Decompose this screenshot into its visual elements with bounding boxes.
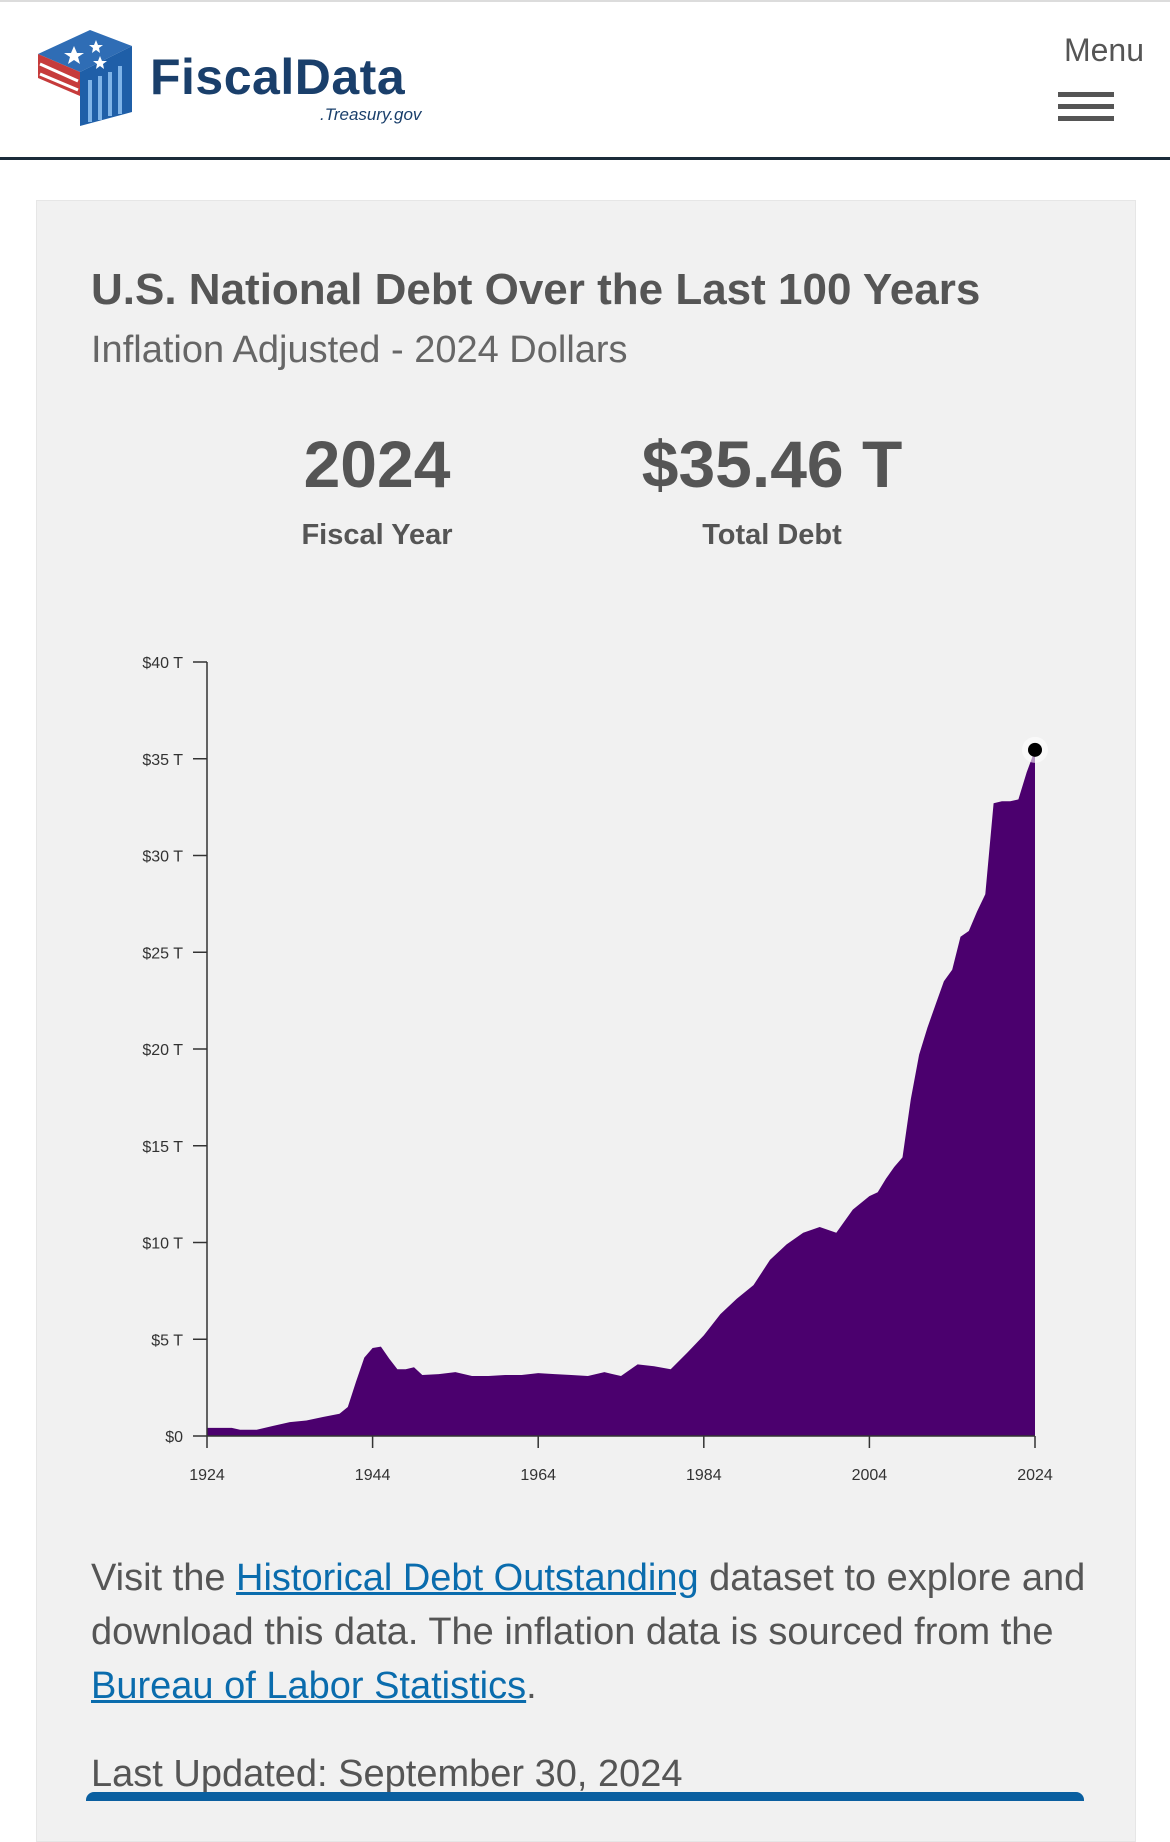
x-tick-label: 2024: [1017, 1467, 1053, 1484]
x-tick-label: 1984: [686, 1467, 722, 1484]
chart-subtitle: Inflation Adjusted - 2024 Dollars: [91, 329, 628, 371]
x-tick-label: 1944: [355, 1467, 391, 1484]
last-updated: Last Updated: September 30, 2024: [91, 1753, 683, 1795]
historical-debt-outstanding-link[interactable]: Historical Debt Outstanding: [236, 1557, 699, 1599]
x-tick-label: 1924: [189, 1467, 225, 1484]
y-tick-label: $30 T: [142, 849, 183, 866]
total-debt-label: Total Debt: [702, 519, 842, 551]
y-tick-label: $10 T: [142, 1236, 183, 1253]
menu-label: Menu: [1063, 32, 1144, 68]
fiscal-year-value: 2024: [303, 427, 451, 501]
y-tick-label: $0: [165, 1429, 183, 1446]
y-tick-label: $15 T: [142, 1139, 183, 1156]
fiscaldata-logo-icon[interactable]: [34, 26, 144, 136]
y-tick-label: $25 T: [142, 945, 183, 962]
bottom-banner-edge: [86, 1792, 1084, 1801]
menu-button[interactable]: Menu: [1030, 30, 1150, 135]
x-tick-label: 1964: [520, 1467, 556, 1484]
brand-domain: .Treasury.gov: [320, 105, 422, 124]
fiscal-year-stat: 2024 Fiscal Year: [267, 431, 487, 552]
site-header: FiscalData .Treasury.gov Menu: [0, 0, 1170, 160]
debt-area-series: [207, 749, 1035, 1436]
chart-title: U.S. National Debt Over the Last 100 Yea…: [91, 265, 981, 314]
chart-description: Visit the Historical Debt Outstanding da…: [91, 1557, 1086, 1707]
highlight-point: [1028, 742, 1042, 757]
brand-name[interactable]: FiscalData: [150, 49, 406, 105]
y-tick-label: $40 T: [142, 655, 183, 672]
x-tick-label: 2004: [852, 1467, 888, 1484]
y-tick-label: $35 T: [142, 752, 183, 769]
debt-chart-card: U.S. National Debt Over the Last 100 Yea…: [36, 200, 1136, 1842]
total-debt-value: $35.46 T: [641, 427, 903, 501]
y-tick-label: $5 T: [151, 1332, 183, 1349]
bureau-of-labor-statistics-link[interactable]: Bureau of Labor Statistics: [91, 1665, 527, 1707]
total-debt-stat: $35.46 T Total Debt: [607, 431, 937, 552]
fiscal-year-label: Fiscal Year: [301, 519, 453, 551]
debt-area-chart[interactable]: $0 $5 T $10 T $15 T $20 T $25 T $30 T $35 T $40 …: [37, 201, 1135, 1501]
y-tick-label: $20 T: [142, 1042, 183, 1059]
